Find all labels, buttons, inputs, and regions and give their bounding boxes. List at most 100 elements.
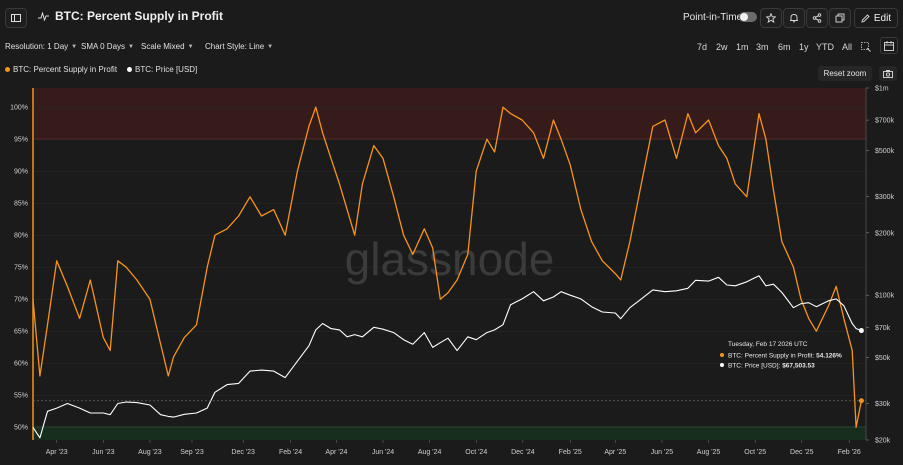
tooltip-value-supply: 54.126% <box>816 353 842 360</box>
x-tick-label: Dec '24 <box>511 449 535 456</box>
sma-dropdown[interactable]: SMA 0 Days ▼ <box>81 42 134 51</box>
chevron-down-icon: ▼ <box>128 43 134 50</box>
resolution-dropdown[interactable]: Resolution: 1 Day ▼ <box>5 42 77 51</box>
y-right-tick-label: $300k <box>875 194 895 201</box>
price-line <box>32 275 862 439</box>
chevron-down-icon: ▼ <box>187 43 194 50</box>
x-tick-label: Feb '24 <box>279 449 302 456</box>
price-marker <box>858 328 864 334</box>
range-all[interactable]: All <box>842 42 853 52</box>
range-1m[interactable]: 1m <box>736 42 749 52</box>
legend-item-supply[interactable]: BTC: Percent Supply in Profit <box>5 65 117 74</box>
favorite-button[interactable] <box>760 8 782 28</box>
y-left-tick-label: 65% <box>14 329 28 336</box>
y-left-tick-label: 100% <box>10 105 28 112</box>
legend-item-price[interactable]: BTC: Price [USD] <box>127 65 197 74</box>
y-left-tick-label: 70% <box>14 297 28 304</box>
y-right-tick-label: $500k <box>875 148 895 155</box>
screenshot-button[interactable] <box>879 66 897 81</box>
tooltip-label-supply: BTC: Percent Supply in Profit: 54.126% <box>728 353 842 360</box>
camera-icon <box>883 69 893 78</box>
x-tick-label: Dec '25 <box>790 449 814 456</box>
legend-dot-price <box>127 67 133 73</box>
x-tick-label: Apr '25 <box>604 449 626 456</box>
y-right-tick-label: $30k <box>875 401 891 408</box>
tooltip-label-price: BTC: Price [USD]: $67,503.53 <box>728 363 815 370</box>
y-left-tick-label: 85% <box>14 201 28 208</box>
y-right-tick-label: $50k <box>875 355 891 362</box>
y-right-tick-label: $100k <box>875 293 895 300</box>
x-tick-label: Jun '23 <box>92 449 114 456</box>
scale-label: Scale Mixed <box>141 42 185 51</box>
x-tick-label: Sep '23 <box>180 449 204 456</box>
range-6m[interactable]: 6m <box>778 42 791 52</box>
sidebar-toggle-button[interactable] <box>5 8 27 28</box>
x-tick-label: Apr '23 <box>46 449 68 456</box>
zoom-select-icon[interactable] <box>861 42 871 52</box>
point-in-time-toggle[interactable] <box>739 12 757 22</box>
calendar-button[interactable] <box>880 37 898 54</box>
x-tick-label: Jun '25 <box>651 449 673 456</box>
oversold-band <box>33 427 866 440</box>
sma-label: SMA 0 Days <box>81 42 126 51</box>
chevron-down-icon: ▼ <box>267 43 274 50</box>
copy-icon <box>835 13 845 23</box>
chart-toolbar: Resolution: 1 Day ▼ SMA 0 Days ▼ Scale Mix… <box>0 38 903 54</box>
x-tick-label: Apr '24 <box>325 449 347 456</box>
y-left-tick-label: 80% <box>14 233 28 240</box>
share-icon <box>812 13 822 23</box>
copy-button[interactable] <box>829 8 851 28</box>
x-tick-label: Dec '23 <box>231 449 255 456</box>
line-chart-icon <box>38 11 49 21</box>
x-tick-label: Oct '25 <box>744 449 766 456</box>
y-left-tick-label: 50% <box>14 425 28 432</box>
hover-tooltip: Tuesday, Feb 17 2026 UTC BTC: Percent Sup… <box>720 341 842 370</box>
tooltip-dot-price <box>720 363 724 367</box>
chart-style-label: Chart Style: Line <box>205 42 265 51</box>
y-left-tick-label: 75% <box>14 265 28 272</box>
scale-dropdown[interactable]: Scale Mixed ▼ <box>141 42 194 51</box>
y-left-tick-label: 95% <box>14 137 28 144</box>
star-icon <box>766 13 776 23</box>
range-3m[interactable]: 3m <box>756 42 769 52</box>
y-left-tick-label: 60% <box>14 361 28 368</box>
sidebar-icon <box>11 14 21 22</box>
x-tick-label: Aug '24 <box>418 449 442 456</box>
point-in-time-label: Point-in-Time <box>683 12 743 23</box>
pencil-icon <box>861 13 870 23</box>
toggle-knob <box>740 13 748 21</box>
supply-in-profit-line <box>32 106 863 428</box>
range-2w[interactable]: 2w <box>716 42 728 52</box>
edit-button[interactable]: Edit <box>854 8 898 28</box>
range-7d[interactable]: 7d <box>697 42 708 52</box>
legend-label-supply: BTC: Percent Supply in Profit <box>13 65 118 74</box>
x-tick-label: Feb '25 <box>559 449 582 456</box>
range-ytd[interactable]: YTD <box>816 42 834 52</box>
tooltip-value-price: $67,503.53 <box>782 363 815 370</box>
top-bar: BTC: Percent Supply in Profit Point-in-T… <box>0 0 903 36</box>
tooltip-dot-supply <box>720 353 724 357</box>
y-right-tick-label: $20k <box>875 438 891 445</box>
x-tick-label: Aug '23 <box>138 449 162 456</box>
tooltip-date: Tuesday, Feb 17 2026 UTC <box>728 341 808 348</box>
y-right-tick-label: $1m <box>875 86 889 93</box>
alert-button[interactable] <box>783 8 805 28</box>
resolution-label: Resolution: 1 Day <box>5 42 69 51</box>
range-1y[interactable]: 1y <box>799 42 809 52</box>
title-wrap: BTC: Percent Supply in Profit <box>38 9 223 23</box>
x-tick-label: Aug '25 <box>697 449 721 456</box>
legend-dot-supply <box>5 67 10 73</box>
edit-label: Edit <box>873 12 892 24</box>
x-tick-label: Jun '24 <box>372 449 394 456</box>
y-right-tick-label: $200k <box>875 230 895 237</box>
x-tick-label: Oct '24 <box>465 449 487 456</box>
y-left-tick-label: 90% <box>14 169 28 176</box>
chevron-down-icon: ▼ <box>71 43 78 50</box>
overbought-band <box>33 88 866 140</box>
supply-marker <box>858 398 864 404</box>
bell-icon <box>790 14 798 23</box>
share-button[interactable] <box>806 8 828 28</box>
chart-style-dropdown[interactable]: Chart Style: Line ▼ <box>205 42 273 51</box>
reset-zoom-button[interactable]: Reset zoom <box>818 66 872 81</box>
